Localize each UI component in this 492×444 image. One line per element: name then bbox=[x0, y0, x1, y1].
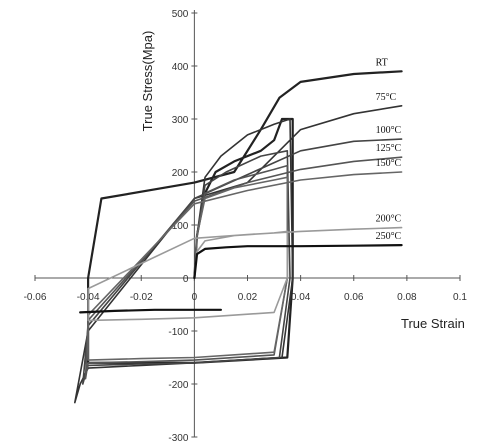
axes: -0.06 -0.04 -0.02 0 0.02 0.04 0.06 0.08 0.1-300-… bbox=[24, 9, 468, 444]
x-tick-label: 0.04 bbox=[291, 292, 311, 303]
series-line-6 bbox=[193, 244, 403, 280]
series-label-5: 200°C bbox=[376, 214, 402, 225]
series-labels: RT 75°C 100°C 125°C 150°C 200°C 250°C bbox=[376, 57, 402, 242]
y-tick-label: -300 bbox=[168, 433, 188, 444]
y-tick-label: 300 bbox=[172, 115, 189, 126]
series-label-0: RT bbox=[376, 57, 388, 68]
series-label-6: 250°C bbox=[376, 231, 402, 242]
series-label-1: 75°C bbox=[376, 92, 397, 103]
x-tick-label: 0.02 bbox=[238, 292, 258, 303]
x-tick-label: 0.06 bbox=[344, 292, 364, 303]
y-tick-label: 100 bbox=[172, 221, 189, 232]
y-tick-label: -200 bbox=[168, 380, 188, 391]
x-tick-label: -0.02 bbox=[130, 292, 153, 303]
y-tick-label: 400 bbox=[172, 62, 189, 73]
y-tick-label: -100 bbox=[168, 327, 188, 338]
x-tick-label: 0 bbox=[192, 292, 198, 303]
series-group bbox=[74, 70, 403, 404]
series-label-2: 100°C bbox=[376, 125, 402, 136]
series-line-5 bbox=[87, 226, 403, 322]
y-axis-title: True Stress(Mpa) bbox=[140, 31, 155, 132]
x-tick-label: 0.1 bbox=[453, 292, 467, 303]
series-label-3: 125°C bbox=[376, 143, 402, 154]
series-line-1 bbox=[74, 105, 403, 404]
series-line-7 bbox=[79, 308, 222, 314]
y-tick-label: 0 bbox=[183, 274, 189, 285]
series-line-2 bbox=[82, 138, 403, 385]
series-label-4: 150°C bbox=[376, 158, 402, 169]
x-tick-label: 0.08 bbox=[397, 292, 417, 303]
series-line-3 bbox=[84, 156, 403, 380]
x-axis-title: True Strain bbox=[401, 316, 465, 331]
y-tick-label: 500 bbox=[172, 9, 189, 20]
series-line-4 bbox=[87, 171, 403, 361]
x-tick-label: -0.06 bbox=[24, 292, 47, 303]
y-tick-label: 200 bbox=[172, 168, 189, 179]
